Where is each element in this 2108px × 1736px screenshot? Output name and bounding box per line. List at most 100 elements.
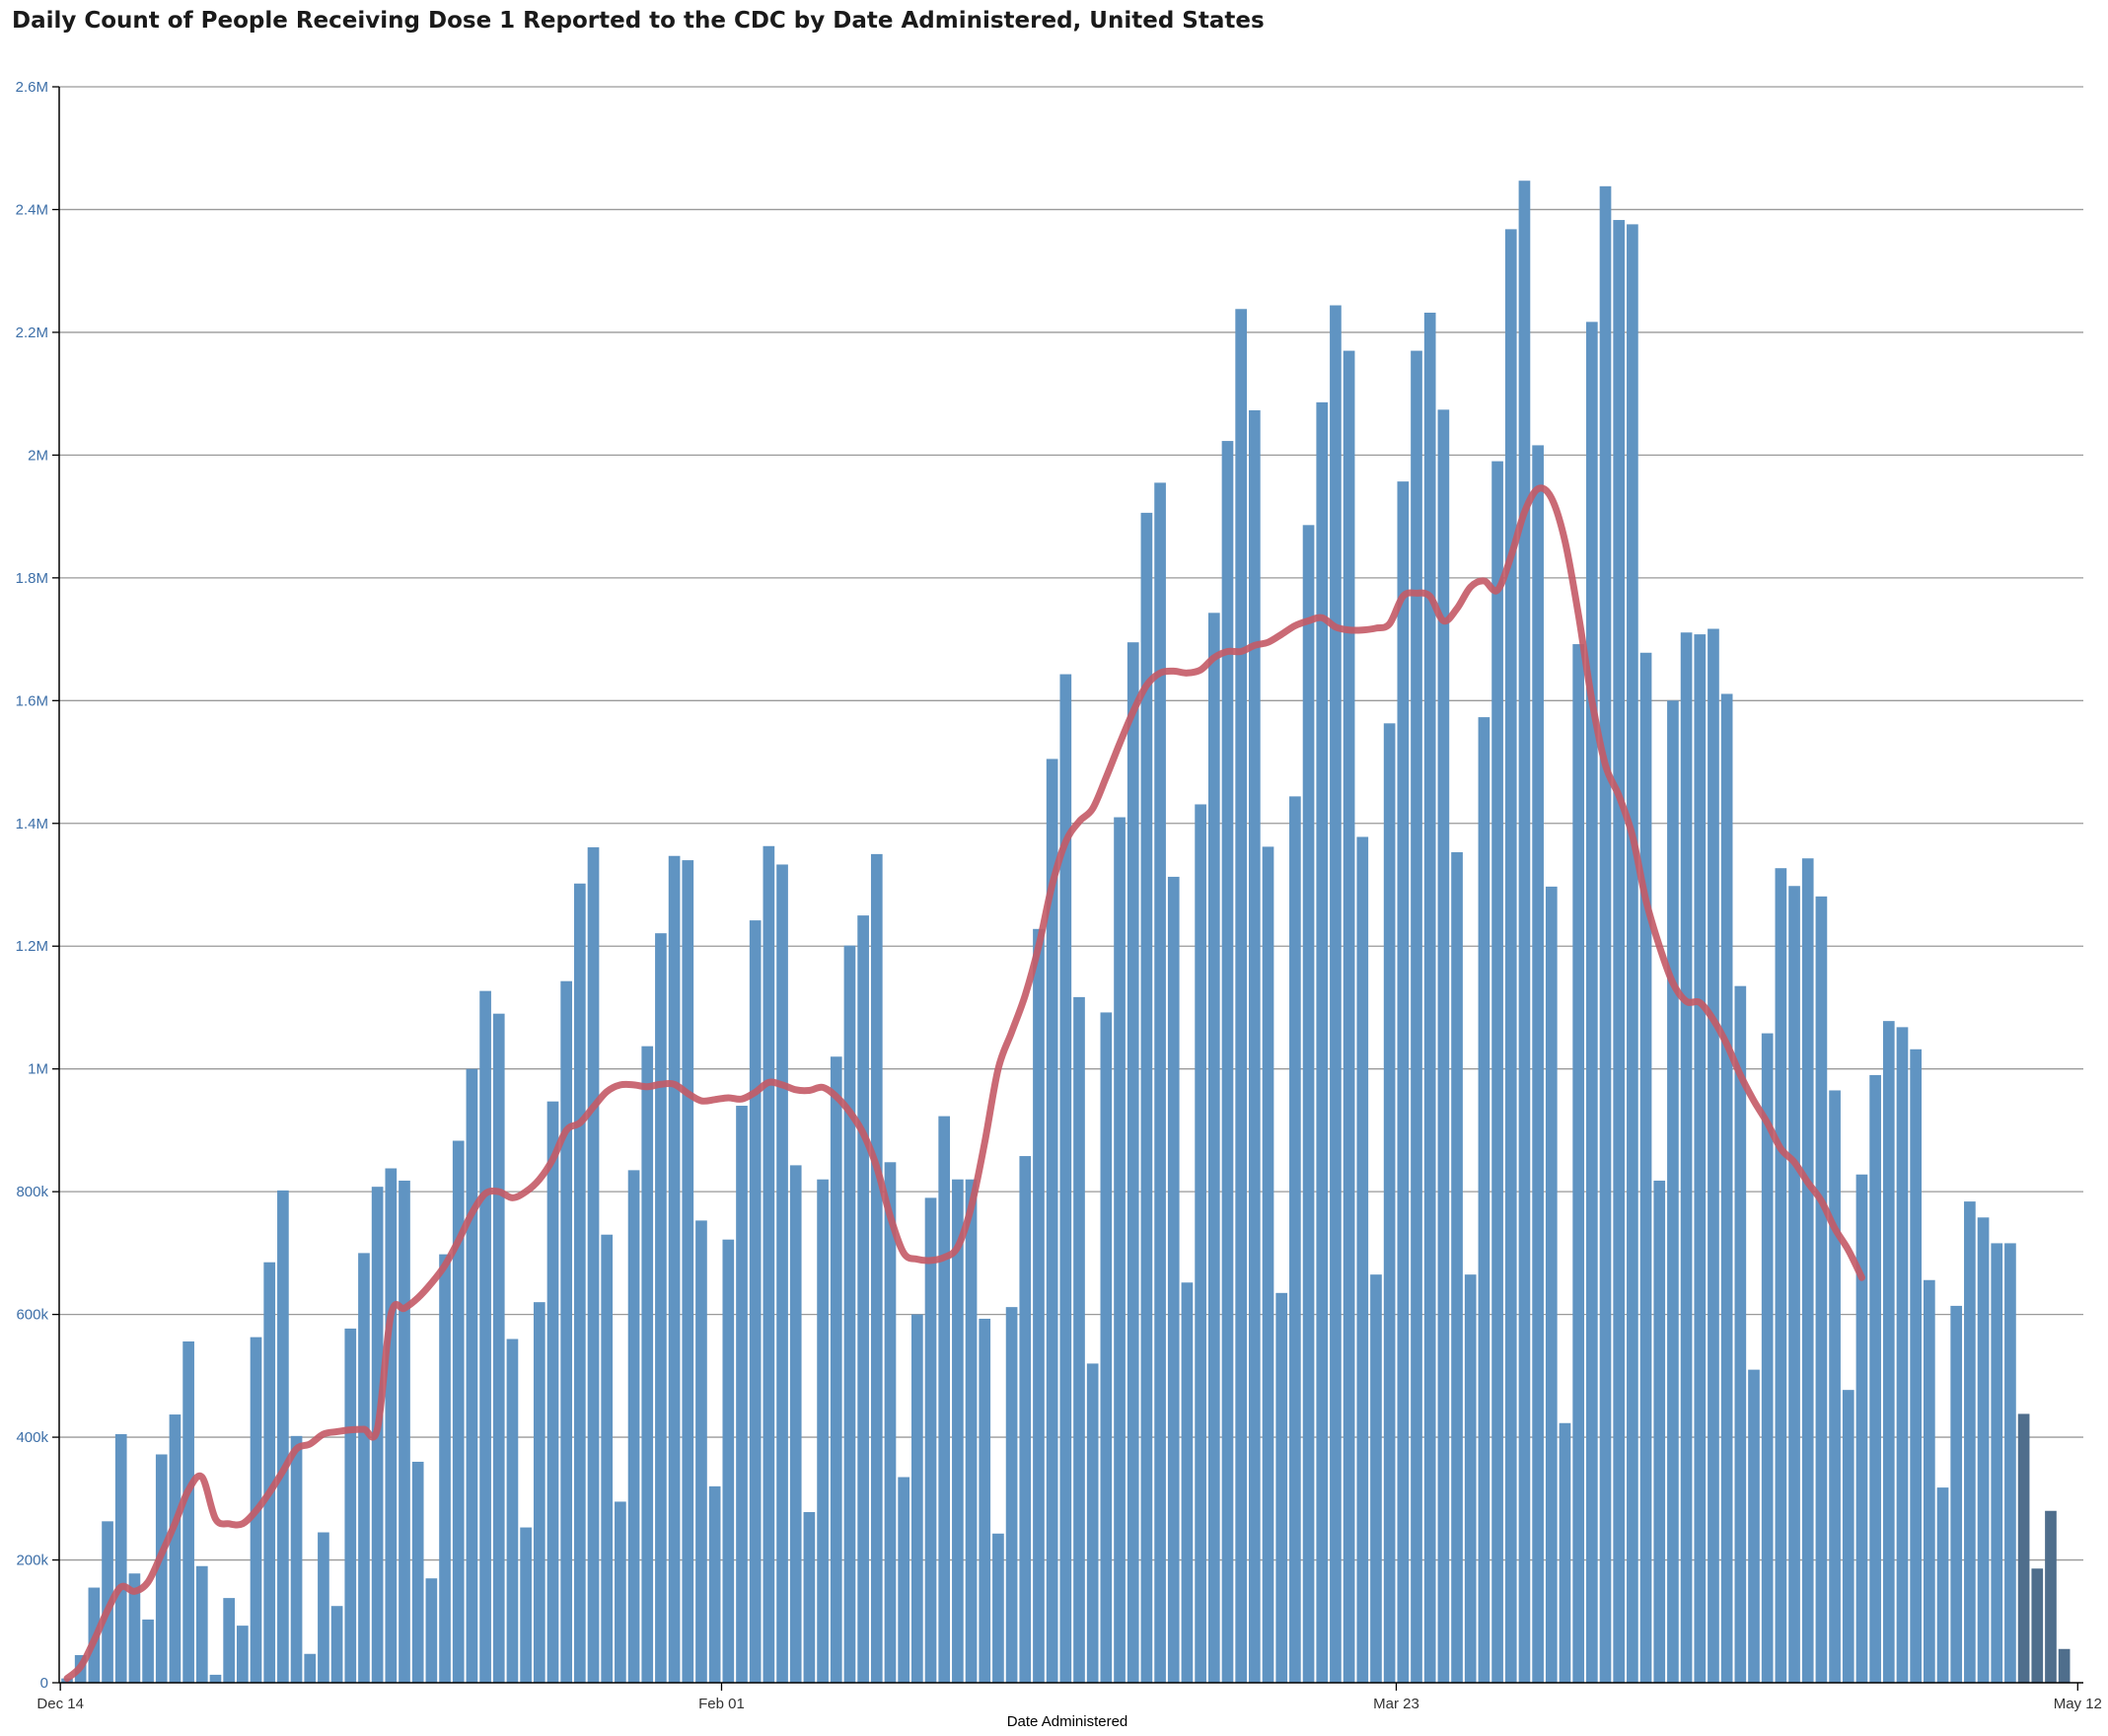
bar [1154,482,1166,1684]
bar [195,1565,208,1683]
bar [1518,181,1531,1683]
bar [615,1501,626,1683]
bar [1033,928,1045,1683]
bar [1195,804,1206,1683]
bar [1653,1180,1666,1683]
y-tick-label: 2.2M [16,325,48,341]
bar [1423,313,1436,1683]
bar [789,1165,802,1683]
bar [209,1674,222,1683]
bar [330,1606,343,1683]
bar [1829,1090,1841,1683]
y-axis-ticks: 0 200k 400k 600k 800k 1M 1.2M 1.4M 1.6M 1.8M 2M 2.2… [16,79,59,1692]
bar [1019,1156,1032,1683]
bar [1572,644,1584,1683]
y-tick-label: 2.4M [16,201,48,218]
y-tick-label: 1.4M [16,816,48,832]
bar [358,1253,370,1683]
y-tick-label: 400k [16,1429,48,1446]
bar [1599,185,1612,1683]
bar [533,1302,545,1683]
bar [439,1254,451,1683]
bar [1235,309,1247,1683]
bar [1627,224,1638,1683]
y-tick-label: 2M [28,447,48,464]
bar [884,1162,897,1683]
bar [830,1056,842,1683]
bar [1559,1422,1571,1683]
bar [1383,723,1396,1683]
bar [1950,1305,1963,1683]
bar [763,845,775,1683]
bar [520,1527,532,1683]
bar [1734,985,1747,1683]
bar [682,860,694,1683]
bar [102,1521,113,1683]
bar [708,1485,721,1683]
bar [749,920,762,1683]
bar [1694,634,1707,1684]
bar [1855,1174,1868,1683]
moving-average-line [63,484,1865,1683]
bar [1801,858,1814,1683]
y-tick-label: 1.8M [16,570,48,587]
bar [1114,817,1126,1683]
bar [722,1239,735,1683]
bar [399,1180,410,1683]
bar [992,1533,1004,1683]
axes [58,87,2083,1684]
bar [1924,1279,1935,1683]
bar [263,1262,276,1683]
bar [1936,1487,1949,1683]
bar [223,1598,235,1683]
bar [952,1179,964,1683]
bar [1667,700,1679,1683]
bar [1275,1292,1288,1683]
bar [1680,632,1693,1683]
bar [1775,868,1787,1683]
bar [155,1454,168,1683]
bar [1411,350,1422,1684]
y-tick-label: 1.6M [16,692,48,709]
moving-average [63,484,1865,1683]
bar [425,1578,438,1683]
bar [1586,322,1598,1683]
bar [2017,1413,2030,1683]
y-tick-label: 0 [40,1675,48,1692]
bar [1815,896,1828,1683]
bar [1451,852,1463,1683]
bar [466,1068,478,1683]
bar [965,1179,978,1683]
bar [142,1619,154,1683]
bar [1464,1274,1477,1683]
bar [479,990,491,1683]
bar [290,1435,303,1683]
bar [627,1170,640,1683]
bar [1869,1074,1881,1683]
bar [857,915,869,1683]
bar [1073,996,1085,1683]
bar [1545,886,1558,1683]
bar [304,1653,317,1683]
bar [1896,1027,1909,1683]
x-tick-label: May 12 [2054,1696,2102,1712]
bar [1910,1049,1922,1683]
bar [2045,1510,2057,1683]
bar [924,1197,937,1683]
bar [344,1328,357,1683]
bar [1289,796,1301,1683]
bar [695,1220,707,1683]
bar [1100,1012,1113,1683]
bar [938,1116,951,1683]
y-tick-label: 1.2M [16,938,48,955]
bar [1708,628,1719,1683]
bar [1207,613,1220,1684]
bar [1788,886,1800,1683]
bar [1167,876,1180,1683]
y-tick-label: 2.6M [16,79,48,96]
bar [1249,409,1261,1683]
bar [1842,1390,1854,1683]
bar [1046,759,1058,1683]
bar [128,1573,141,1683]
